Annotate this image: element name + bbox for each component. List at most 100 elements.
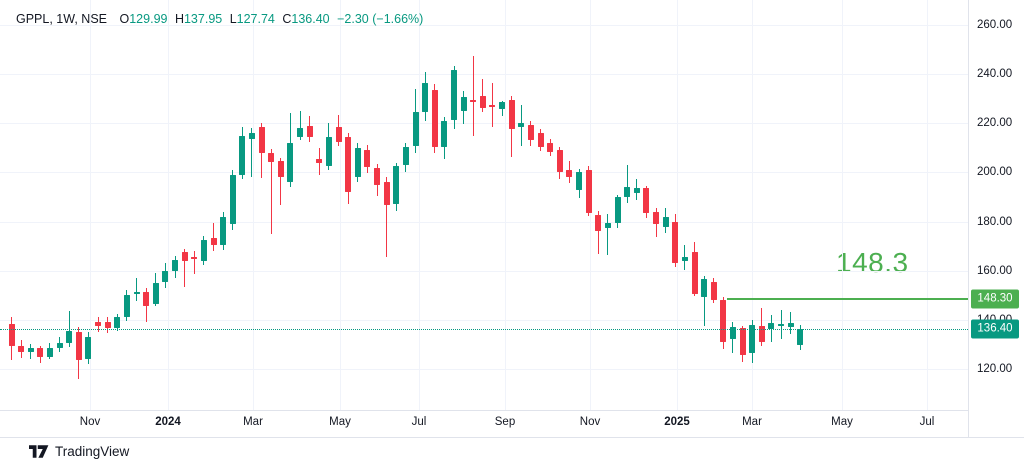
candle-down: [37, 348, 43, 357]
candle-up: [287, 143, 293, 183]
candle-down: [374, 168, 380, 186]
horizontal-gridline: [0, 25, 968, 26]
candle-down: [547, 143, 553, 152]
horizontal-gridline: [0, 320, 968, 321]
candle-up: [576, 172, 582, 191]
candle-up: [441, 121, 447, 147]
vertical-gridline: [419, 0, 420, 410]
candle-up: [114, 317, 120, 329]
candle-down: [740, 328, 746, 356]
price-level-label[interactable]: 148.3: [836, 247, 909, 278]
candle-up: [499, 102, 505, 110]
horizontal-gridline: [0, 172, 968, 173]
ohlc-legend: GPPL, 1W, NSE O129.99 H137.95 L127.74 C1…: [16, 12, 423, 26]
candle-wick-up: [704, 276, 705, 326]
time-tick-label: Sep: [494, 416, 516, 428]
time-tick-label: 2024: [155, 416, 181, 428]
candle-up: [172, 260, 178, 272]
tradingview-logo[interactable]: TradingView: [29, 444, 129, 459]
candle-up: [605, 223, 611, 228]
open-label: O: [119, 12, 130, 26]
candle-down: [470, 100, 476, 103]
time-axis[interactable]: Nov 2024 Mar May Jul Sep Nov 2025 Mar May Jul: [0, 410, 968, 437]
candle-wick-down: [280, 158, 281, 205]
candle-down: [95, 322, 101, 326]
close-value: 136.40: [291, 12, 330, 26]
candle-up: [230, 175, 236, 225]
vertical-gridline: [677, 0, 678, 410]
candle-down: [268, 153, 274, 162]
low-label: L: [229, 12, 237, 26]
candle-up: [615, 197, 621, 223]
price-level-badge[interactable]: 148.30: [971, 289, 1019, 309]
price-tick-label: 260.00: [977, 19, 1013, 31]
high-label: H: [174, 12, 184, 26]
candle-up: [297, 128, 303, 137]
candle-down: [672, 222, 678, 263]
symbol-title[interactable]: GPPL, 1W, NSE: [16, 12, 108, 26]
candle-up: [28, 348, 34, 352]
candle-down: [720, 300, 726, 342]
candle-down: [105, 322, 111, 329]
price-tick-label: 160.00: [977, 265, 1013, 277]
candle-down: [759, 326, 765, 342]
candle-down: [18, 346, 24, 353]
candle-down: [586, 170, 592, 213]
price-tick-label: 180.00: [977, 216, 1013, 228]
candle-down: [191, 257, 197, 260]
candle-down: [528, 125, 534, 140]
candle-down: [316, 159, 322, 163]
candle-up: [461, 97, 467, 111]
candle-up: [624, 187, 630, 197]
time-tick-label: May: [329, 416, 351, 428]
candle-up: [518, 123, 524, 127]
candle-down: [653, 212, 659, 225]
candle-up: [663, 217, 669, 227]
open-value: 129.99: [129, 12, 168, 26]
vertical-gridline: [927, 0, 928, 410]
candle-down: [489, 105, 495, 108]
time-tick-label: Jul: [919, 416, 935, 428]
time-tick-label: Jul: [411, 416, 427, 428]
horizontal-gridline: [0, 369, 968, 370]
horizontal-gridline: [0, 271, 968, 272]
candle-up: [403, 147, 409, 166]
candle-up: [730, 327, 736, 340]
candle-down: [364, 150, 370, 168]
candle-down: [643, 188, 649, 213]
price-axis-border: [968, 0, 969, 437]
candle-wick-down: [213, 223, 214, 251]
price-axis[interactable]: 260.00240.00220.00200.00180.00160.00140.…: [969, 0, 1024, 437]
horizontal-gridline: [0, 74, 968, 75]
candle-up: [393, 166, 399, 205]
horizontal-gridline: [0, 123, 968, 124]
time-tick-label: Mar: [243, 416, 263, 428]
candle-up: [66, 331, 72, 344]
time-tick-label: Nov: [579, 416, 601, 428]
candle-up: [134, 292, 140, 295]
close-label: C: [282, 12, 292, 26]
candle-wick-down: [598, 211, 599, 254]
candle-wick-up: [300, 111, 301, 140]
candle-up: [701, 279, 707, 298]
candle-up: [451, 70, 457, 121]
candle-wick-down: [194, 251, 195, 274]
price-tick-label: 220.00: [977, 117, 1013, 129]
footer: TradingView: [0, 438, 1024, 466]
vertical-gridline: [90, 0, 91, 410]
high-value: 137.95: [183, 12, 223, 26]
candle-down: [9, 324, 15, 347]
candle-down: [345, 137, 351, 193]
chart-pane[interactable]: GPPL, 1W, NSE O129.99 H137.95 L127.74 C1…: [0, 0, 968, 410]
candle-wick-down: [184, 249, 185, 287]
vertical-gridline: [752, 0, 753, 410]
candle-up: [239, 136, 245, 176]
vertical-gridline: [253, 0, 254, 410]
candle-up: [749, 325, 755, 354]
candle-down: [432, 90, 438, 147]
vertical-gridline: [340, 0, 341, 410]
candle-up: [326, 137, 332, 167]
candle-up: [413, 112, 419, 147]
horizontal-line-drawing[interactable]: [727, 298, 968, 300]
